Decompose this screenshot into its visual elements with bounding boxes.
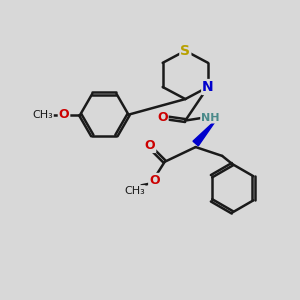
Text: S: S [180, 44, 190, 58]
Text: O: O [149, 174, 160, 187]
Text: O: O [145, 139, 155, 152]
Text: O: O [59, 108, 69, 121]
Text: NH: NH [201, 112, 220, 123]
Text: CH₃: CH₃ [32, 110, 53, 120]
Text: N: N [202, 80, 214, 94]
Text: CH₃: CH₃ [124, 186, 145, 196]
Text: O: O [157, 111, 168, 124]
Polygon shape [193, 119, 217, 146]
